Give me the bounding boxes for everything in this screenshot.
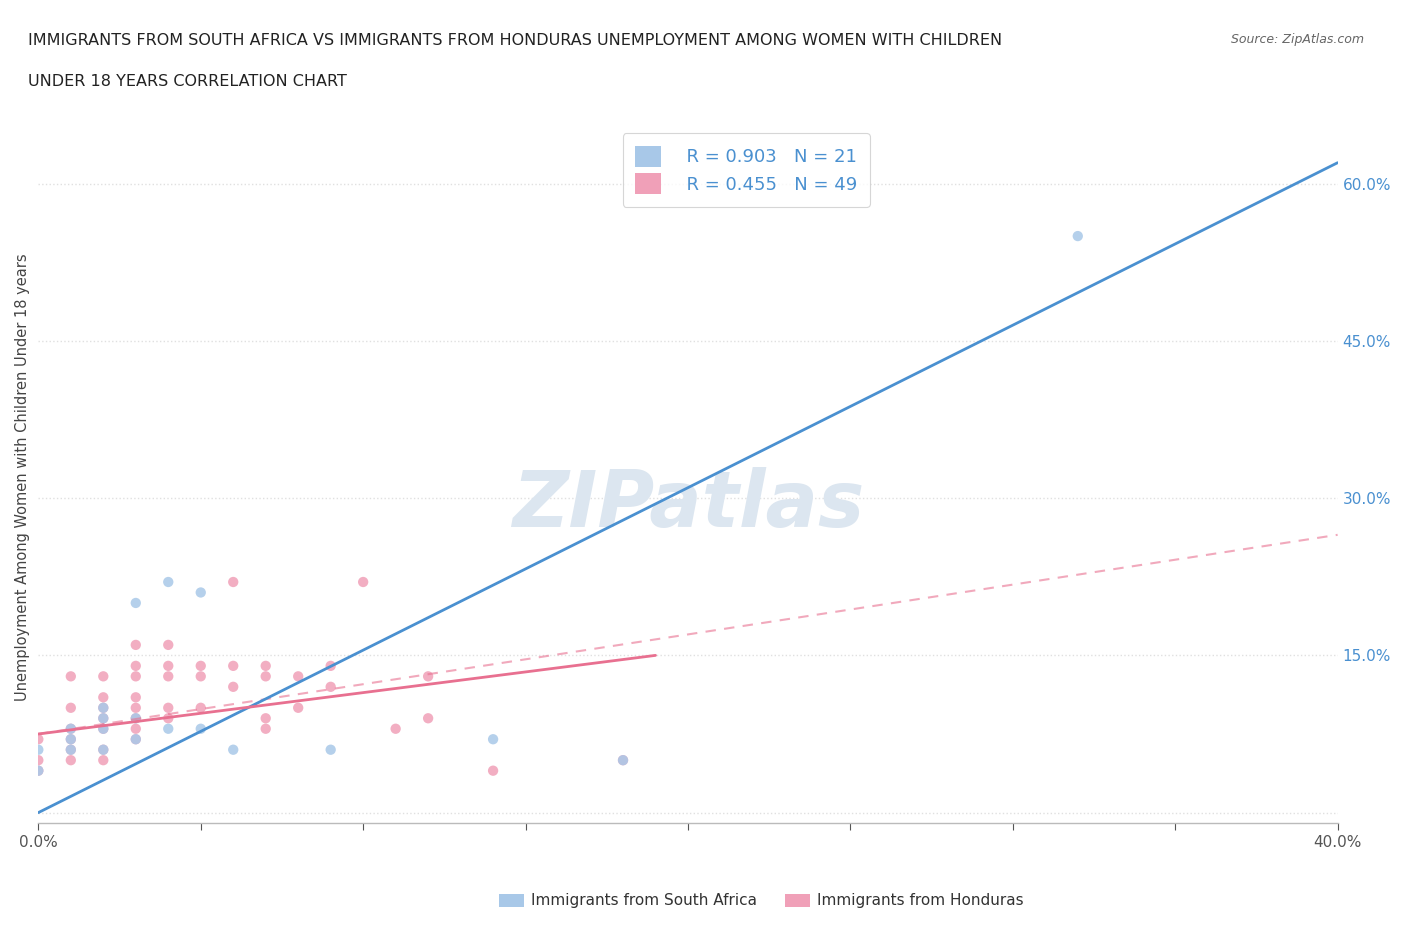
Point — [254, 722, 277, 737]
Point — [125, 658, 148, 673]
Text: ZIPatlas: ZIPatlas — [512, 467, 865, 543]
Point — [125, 732, 148, 747]
Point — [59, 732, 82, 747]
Point — [190, 700, 212, 715]
Point — [319, 680, 342, 695]
Point — [157, 669, 180, 684]
Point — [157, 711, 180, 725]
Point — [91, 752, 114, 767]
Point — [482, 764, 505, 778]
Point — [190, 669, 212, 684]
Point — [27, 742, 49, 757]
Point — [157, 722, 180, 737]
Point — [416, 711, 439, 725]
Point — [125, 595, 148, 610]
Point — [59, 722, 82, 737]
Point — [91, 722, 114, 737]
Point — [416, 669, 439, 684]
Legend:   R = 0.903   N = 21,   R = 0.455   N = 49: R = 0.903 N = 21, R = 0.455 N = 49 — [623, 133, 870, 206]
Point — [59, 669, 82, 684]
Point — [91, 711, 114, 725]
Point — [287, 700, 309, 715]
Point — [352, 575, 374, 590]
Point — [91, 669, 114, 684]
Point — [612, 752, 634, 767]
Point — [125, 722, 148, 737]
Point — [319, 658, 342, 673]
Point — [27, 752, 49, 767]
Point — [157, 700, 180, 715]
Text: Immigrants from Honduras: Immigrants from Honduras — [817, 893, 1024, 908]
Point — [254, 669, 277, 684]
Point — [612, 752, 634, 767]
Point — [319, 742, 342, 757]
Point — [27, 732, 49, 747]
Point — [27, 764, 49, 778]
Point — [190, 722, 212, 737]
Point — [190, 658, 212, 673]
Point — [59, 722, 82, 737]
Point — [190, 585, 212, 600]
Point — [91, 742, 114, 757]
Point — [222, 658, 245, 673]
Point — [384, 722, 406, 737]
Y-axis label: Unemployment Among Women with Children Under 18 years: Unemployment Among Women with Children U… — [15, 253, 30, 701]
Point — [222, 742, 245, 757]
Point — [482, 732, 505, 747]
Point — [91, 700, 114, 715]
Point — [125, 669, 148, 684]
Point — [1067, 229, 1090, 244]
Point — [59, 732, 82, 747]
Text: Immigrants from South Africa: Immigrants from South Africa — [531, 893, 758, 908]
Point — [125, 711, 148, 725]
Point — [59, 742, 82, 757]
Point — [287, 669, 309, 684]
Point — [125, 700, 148, 715]
Point — [91, 711, 114, 725]
Point — [222, 680, 245, 695]
Point — [125, 690, 148, 705]
Point — [254, 658, 277, 673]
Text: Source: ZipAtlas.com: Source: ZipAtlas.com — [1230, 33, 1364, 46]
Point — [59, 742, 82, 757]
Text: IMMIGRANTS FROM SOUTH AFRICA VS IMMIGRANTS FROM HONDURAS UNEMPLOYMENT AMONG WOME: IMMIGRANTS FROM SOUTH AFRICA VS IMMIGRAN… — [28, 33, 1002, 47]
Point — [157, 658, 180, 673]
Text: UNDER 18 YEARS CORRELATION CHART: UNDER 18 YEARS CORRELATION CHART — [28, 74, 347, 89]
Point — [157, 637, 180, 652]
Point — [125, 637, 148, 652]
Point — [27, 764, 49, 778]
Point — [59, 700, 82, 715]
Point — [91, 722, 114, 737]
Point — [125, 711, 148, 725]
Point — [59, 752, 82, 767]
Point — [91, 700, 114, 715]
Point — [222, 575, 245, 590]
Point — [91, 690, 114, 705]
Point — [125, 732, 148, 747]
Point — [254, 711, 277, 725]
Point — [91, 742, 114, 757]
Point — [157, 575, 180, 590]
